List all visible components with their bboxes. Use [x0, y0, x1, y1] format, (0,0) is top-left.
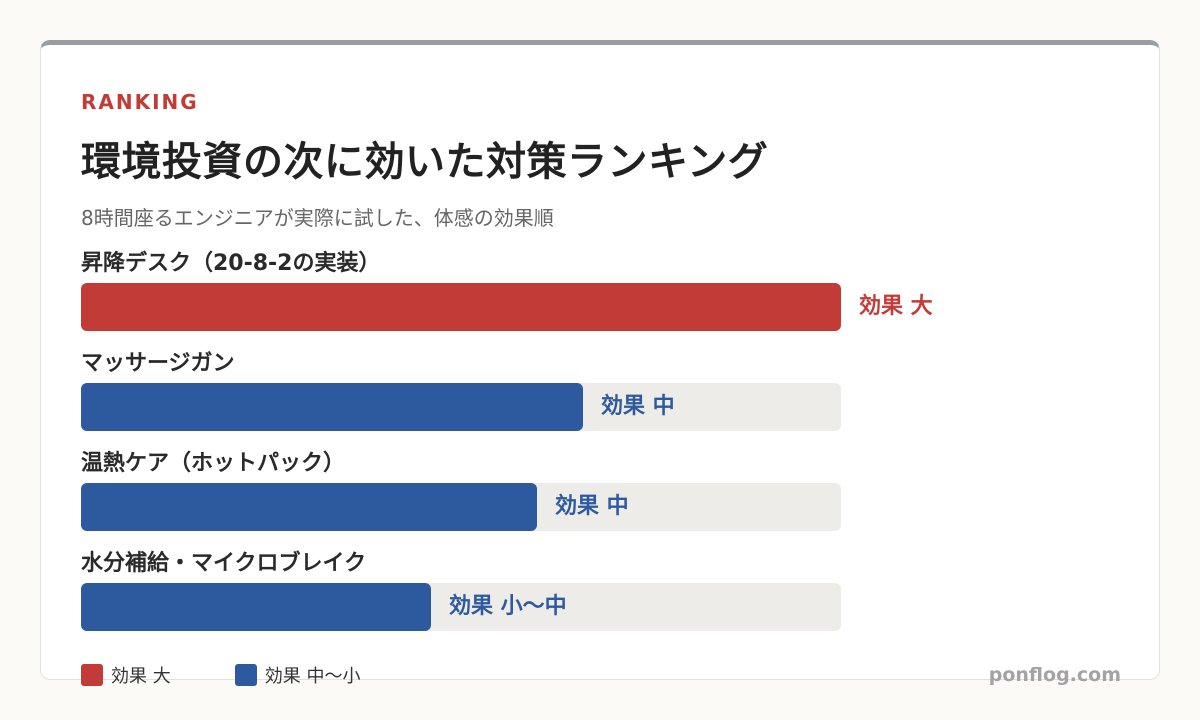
bar-value-label: 効果 大: [859, 294, 933, 319]
bar-track: [81, 483, 841, 531]
eyebrow-label: RANKING: [81, 90, 199, 114]
bar-track: [81, 583, 841, 631]
legend-swatch-high: [81, 664, 103, 686]
chart-title: 環境投資の次に効いた対策ランキング: [81, 139, 769, 185]
legend-label-medium: 効果 中〜小: [264, 666, 361, 687]
bar: [81, 383, 583, 431]
site-brand: ponflog.com: [988, 664, 1121, 686]
bar: [81, 283, 841, 331]
legend: 効果 大 効果 中〜小: [81, 662, 424, 688]
legend-item-high: 効果 大: [81, 662, 171, 688]
bar-category-label: マッサージガン: [81, 351, 235, 376]
bar-value-label: 効果 小〜中: [449, 594, 567, 619]
bar: [81, 583, 431, 631]
legend-label-high: 効果 大: [111, 666, 171, 687]
bar-value-label: 効果 中: [555, 494, 629, 519]
bar-category-label: 水分補給・マイクロブレイク: [81, 551, 367, 576]
legend-swatch-medium: [234, 664, 257, 686]
chart-subtitle: 8時間座るエンジニアが実際に試した、体感の効果順: [81, 206, 554, 230]
bar-track: [81, 283, 841, 331]
legend-item-medium: 効果 中〜小: [234, 662, 361, 688]
bar-category-label: 昇降デスク（20-8-2の実装）: [81, 251, 381, 276]
chart-card: RANKING 環境投資の次に効いた対策ランキング 8時間座るエンジニアが実際に…: [40, 40, 1160, 687]
bar-value-label: 効果 中: [601, 394, 675, 419]
bar-track: [81, 383, 841, 431]
bar-category-label: 温熱ケア（ホットパック）: [81, 451, 346, 476]
bar: [81, 483, 537, 531]
